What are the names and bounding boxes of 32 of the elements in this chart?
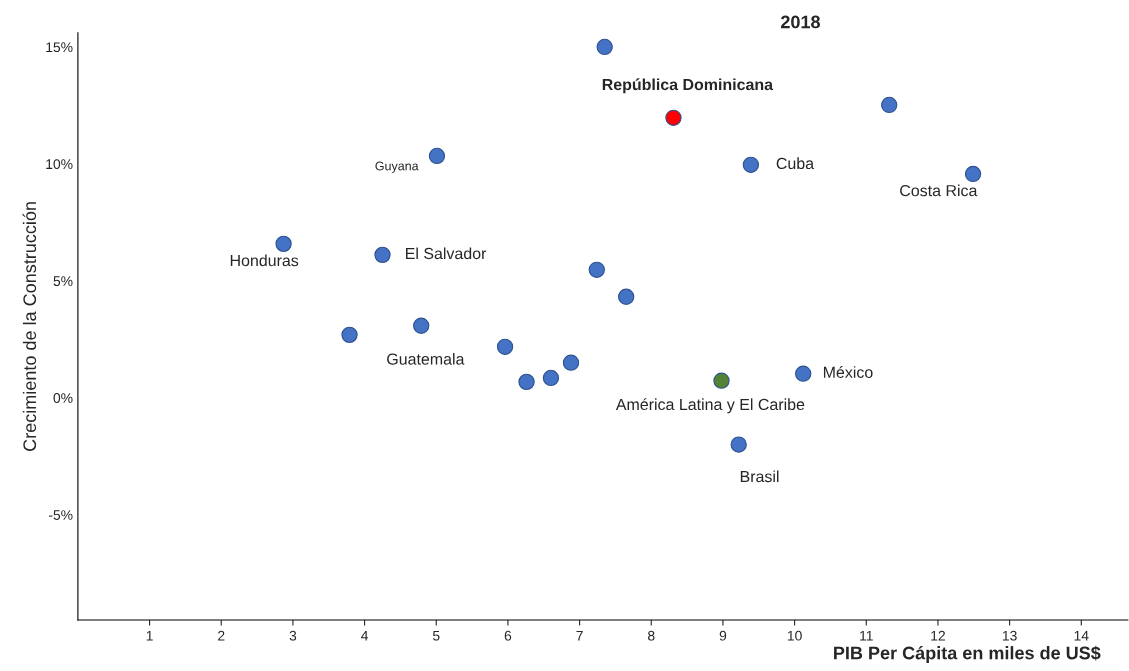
y-tick-label: 0% (53, 393, 73, 403)
x-tick-label: 3 (289, 630, 297, 641)
y-axis-title: Crecimiento de la Construcción (22, 202, 37, 451)
x-tick-label: 9 (719, 630, 727, 641)
annotation: América Latina y El Caribe (615, 398, 805, 414)
annotation: México (823, 366, 873, 378)
annotation: Costa Rica (900, 184, 978, 197)
x-tick-label: 14 (1074, 630, 1089, 641)
annotation: El Salvador (406, 247, 487, 260)
y-tick-label: 10% (46, 159, 73, 170)
x-axis-title: PIB Per Cápita en miles de US$ (834, 645, 1101, 663)
x-tick-label: 1 (146, 630, 153, 641)
y-tick-label: 15% (46, 42, 73, 53)
x-tick-label: 7 (576, 630, 583, 641)
y-tick-label: 5% (53, 276, 73, 286)
annotation: Guyana (375, 161, 419, 173)
x-tick-label: 8 (648, 630, 655, 641)
annotation: Brasil (740, 470, 779, 483)
annotation: Guatemala (387, 353, 465, 365)
chart-title: 2018 (781, 15, 820, 29)
x-tick-label: 11 (860, 630, 873, 641)
x-tick-label: 10 (787, 630, 802, 641)
x-tick-label: 4 (361, 630, 369, 641)
x-tick-label: 5 (432, 630, 440, 641)
x-tick-label: 6 (504, 630, 512, 641)
x-tick-label: 2 (218, 630, 225, 641)
annotation: República Dominicana (602, 78, 774, 94)
y-tick-label: -5% (48, 510, 73, 520)
x-tick-label: 12 (931, 630, 945, 641)
annotation: Cuba (776, 157, 815, 170)
x-tick-label: 13 (1002, 630, 1017, 641)
annotation: Honduras (230, 254, 299, 267)
